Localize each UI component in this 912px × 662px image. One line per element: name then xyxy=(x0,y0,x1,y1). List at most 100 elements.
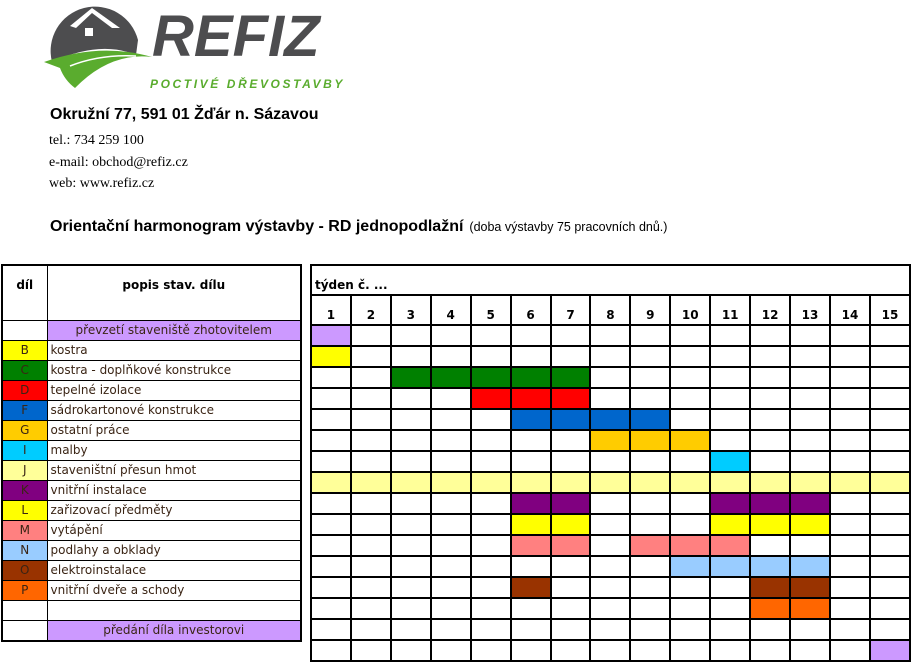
schedule-cell xyxy=(829,450,871,473)
schedule-cell xyxy=(390,639,432,662)
schedule-cell xyxy=(550,618,592,641)
schedule-row xyxy=(310,450,912,473)
week-number: 15 xyxy=(869,294,912,326)
schedule-bar-cell xyxy=(550,366,592,389)
schedule-cell xyxy=(829,597,871,620)
schedule-table: týden č. ... 1 2 3 4 5 6 7 8 9 10 11 12 13 14 15 xyxy=(310,264,912,662)
schedule-cell xyxy=(510,597,552,620)
schedule-cell xyxy=(470,450,512,473)
schedule-cell xyxy=(350,387,392,410)
schedule-bar-cell xyxy=(629,471,672,494)
schedule-cell xyxy=(390,555,432,578)
schedule-cell xyxy=(749,324,792,347)
schedule-bar-cell xyxy=(709,492,752,515)
schedule-bar-cell xyxy=(589,471,632,494)
schedule-cell xyxy=(869,618,912,641)
schedule-cell xyxy=(789,366,831,389)
schedule-cell xyxy=(550,429,592,452)
page-title: Orientační harmonogram výstavby - RD jed… xyxy=(50,218,667,236)
schedule-cell xyxy=(789,324,831,347)
schedule-row xyxy=(310,576,912,599)
schedule-cell xyxy=(390,450,432,473)
schedule-row xyxy=(310,597,912,620)
schedule-cell xyxy=(550,597,592,620)
schedule-cell xyxy=(669,597,712,620)
schedule-cell xyxy=(430,387,472,410)
schedule-cell xyxy=(430,555,472,578)
schedule-bar-cell xyxy=(829,471,871,494)
schedule-bar-cell xyxy=(550,387,592,410)
schedule-cell xyxy=(669,408,712,431)
part-letter: M xyxy=(1,519,48,541)
schedule-cell xyxy=(749,450,792,473)
schedule-cell xyxy=(789,429,831,452)
part-row: převzetí staveniště zhotovitelem xyxy=(1,319,302,341)
part-description: kostra xyxy=(46,339,302,361)
part-letter: F xyxy=(1,399,48,421)
schedule-cell xyxy=(869,345,912,368)
schedule-cell xyxy=(589,576,632,599)
part-letter: B xyxy=(1,339,48,361)
part-description: podlahy a obklady xyxy=(46,539,302,561)
schedule-cell xyxy=(669,513,712,536)
schedule-cell xyxy=(749,408,792,431)
company-email: e-mail: obchod@refiz.cz xyxy=(49,155,188,170)
schedule-cell xyxy=(629,366,672,389)
schedule-cell xyxy=(350,450,392,473)
week-number: 6 xyxy=(510,294,552,326)
schedule-cell xyxy=(669,387,712,410)
schedule-cell xyxy=(749,429,792,452)
header-weeks: týden č. ... xyxy=(310,264,911,296)
title-text: Orientační harmonogram výstavby - RD jed… xyxy=(50,218,464,235)
title-subtitle: (doba výstavby 75 pracovních dnů.) xyxy=(469,220,668,234)
schedule-bar-cell xyxy=(709,534,752,557)
schedule-bar-cell xyxy=(550,492,592,515)
schedule-cell xyxy=(430,597,472,620)
schedule-bar-cell xyxy=(669,555,712,578)
schedule-cell xyxy=(350,534,392,557)
schedule-cell xyxy=(390,324,432,347)
schedule-cell xyxy=(510,618,552,641)
schedule-cell xyxy=(789,450,831,473)
schedule-bar-cell xyxy=(390,471,432,494)
schedule-cell xyxy=(589,345,632,368)
schedule-bar-cell xyxy=(749,597,792,620)
schedule-cell xyxy=(629,450,672,473)
schedule-cell xyxy=(390,387,432,410)
schedule-cell xyxy=(829,639,871,662)
schedule-cell xyxy=(589,366,632,389)
schedule-bar-cell xyxy=(510,387,552,410)
milestone-label: převzetí staveniště zhotovitelem xyxy=(46,319,302,341)
schedule-cell xyxy=(709,429,752,452)
schedule-cell xyxy=(829,345,871,368)
schedule-cell xyxy=(350,324,392,347)
schedule-cell xyxy=(869,555,912,578)
schedule-row xyxy=(310,324,912,347)
schedule-cell xyxy=(669,618,712,641)
schedule-bar-cell xyxy=(589,408,632,431)
schedule-cell xyxy=(869,597,912,620)
schedule-cell xyxy=(430,576,472,599)
schedule-cell xyxy=(470,345,512,368)
schedule-cell xyxy=(430,618,472,641)
part-letter: I xyxy=(1,439,48,461)
schedule-row xyxy=(310,534,912,557)
schedule-cell xyxy=(430,492,472,515)
part-letter: L xyxy=(1,499,48,521)
schedule-cell xyxy=(629,324,672,347)
schedule-bar-cell xyxy=(709,555,752,578)
schedule-cell xyxy=(669,345,712,368)
part-description: vytápění xyxy=(46,519,302,541)
schedule-cell xyxy=(470,429,512,452)
schedule-bar-cell xyxy=(789,492,831,515)
schedule-bar-cell xyxy=(629,408,672,431)
schedule-cell xyxy=(430,639,472,662)
schedule-bar-cell xyxy=(789,513,831,536)
